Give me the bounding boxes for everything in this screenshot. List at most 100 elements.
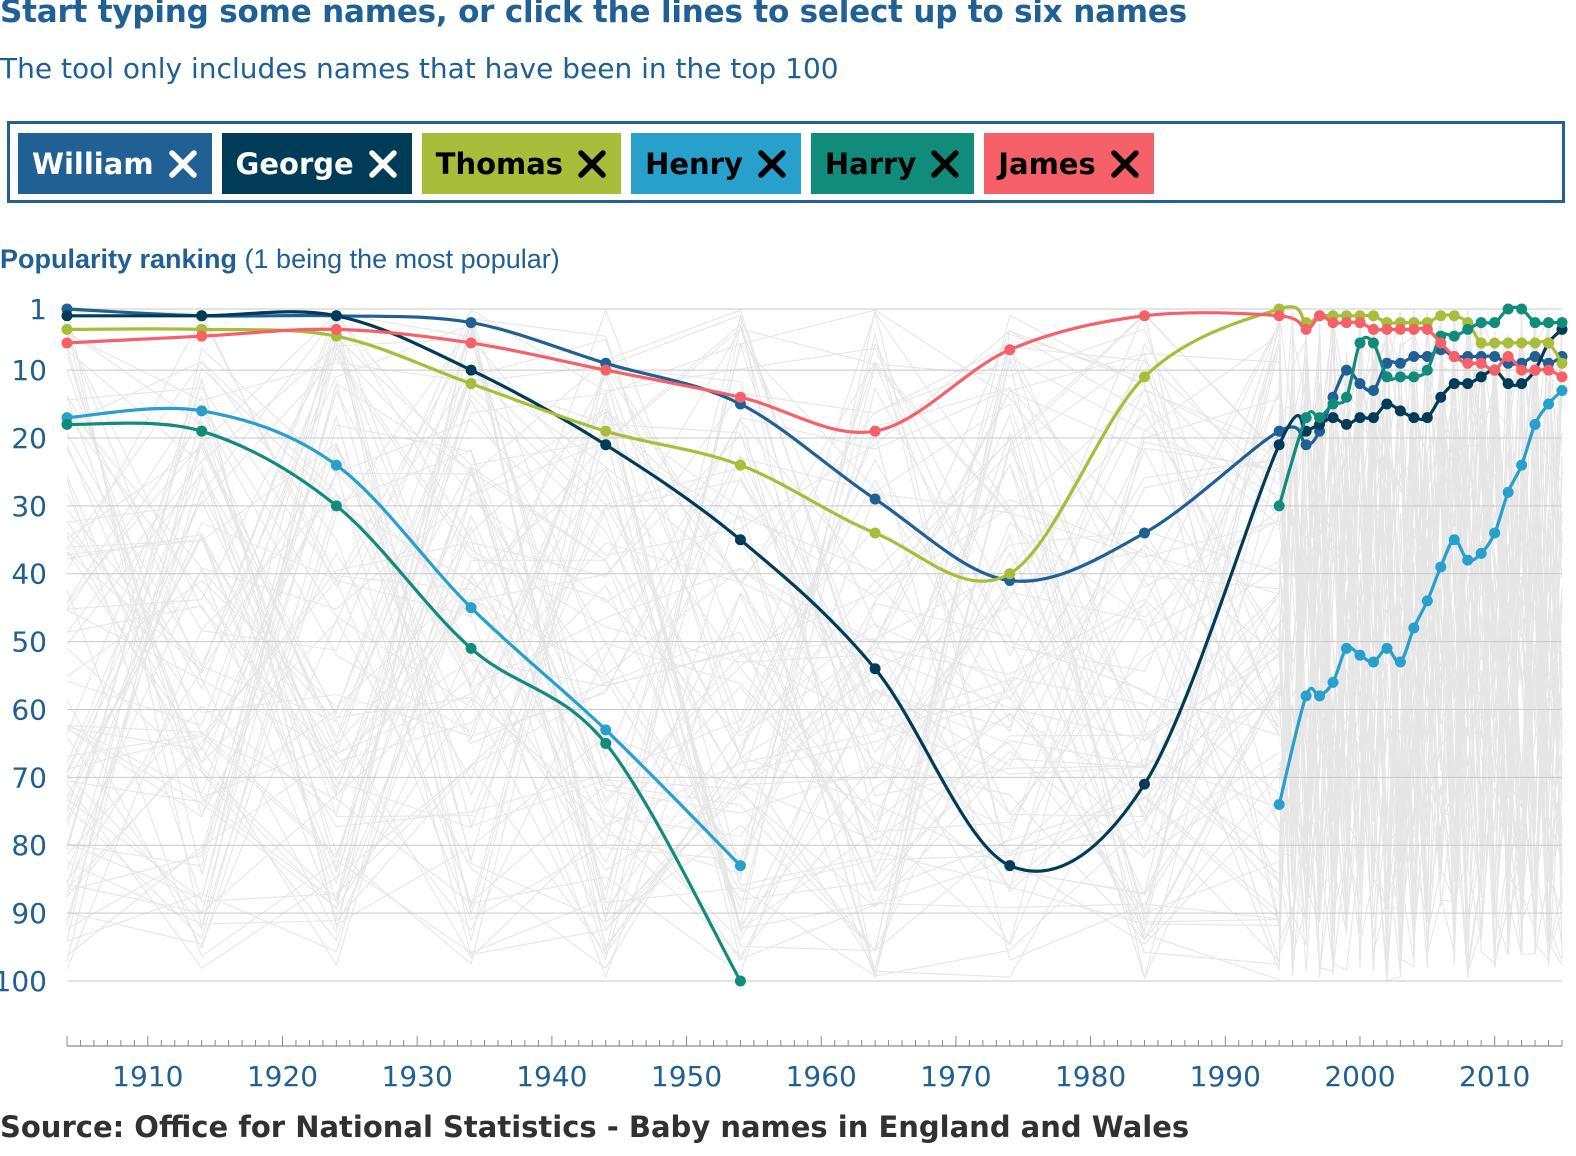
background-line [66, 602, 1280, 974]
background-line [66, 419, 1280, 932]
background-line [66, 447, 1280, 892]
data-point-james [1435, 337, 1447, 349]
background-line [66, 338, 1280, 853]
data-point-james [1341, 317, 1353, 329]
data-point-william [1408, 351, 1420, 363]
x-tick-label: 1940 [516, 1060, 587, 1093]
background-line [66, 357, 1280, 737]
name-chip-thomas[interactable]: Thomas [421, 133, 622, 194]
y-tick-label: 50 [11, 626, 47, 659]
y-tick-label: 20 [11, 422, 47, 455]
data-point-thomas [869, 527, 881, 539]
name-chip-label: Thomas [435, 146, 564, 181]
x-tick-label: 1930 [382, 1060, 453, 1093]
data-point-harry [1367, 337, 1379, 349]
data-point-thomas [1529, 337, 1541, 349]
name-selector[interactable]: William George Thomas Henry Harry James [7, 121, 1565, 203]
background-line [66, 423, 1280, 959]
data-point-george [465, 364, 477, 376]
background-line [66, 316, 1280, 951]
data-point-william [1300, 439, 1312, 451]
data-point-george [196, 310, 208, 322]
data-point-james [1462, 357, 1474, 369]
close-icon[interactable] [368, 149, 398, 179]
data-point-henry [1516, 459, 1528, 471]
background-line [1278, 324, 1563, 972]
data-point-william [1354, 378, 1366, 390]
name-chip-label: Henry [645, 146, 743, 181]
data-point-harry [734, 975, 746, 987]
data-point-henry [1327, 676, 1339, 688]
chart-title-bold: Popularity ranking [0, 244, 238, 274]
background-line [66, 322, 1280, 924]
series-henry[interactable] [61, 384, 1568, 872]
data-point-harry [1354, 337, 1366, 349]
data-point-george [1327, 412, 1339, 424]
data-point-james [1273, 310, 1285, 322]
x-tick-label: 1990 [1190, 1060, 1261, 1093]
close-icon[interactable] [1110, 149, 1140, 179]
data-point-george [1004, 860, 1016, 872]
x-tick-label: 1970 [920, 1060, 991, 1093]
data-point-thomas [1502, 337, 1514, 349]
close-icon[interactable] [168, 149, 198, 179]
data-point-george [1516, 378, 1528, 390]
data-point-james [1300, 323, 1312, 335]
data-point-harry [1462, 323, 1474, 335]
data-point-henry [1314, 690, 1326, 702]
background-line [1278, 322, 1563, 965]
name-chip-henry[interactable]: Henry [631, 133, 801, 194]
ranking-line-chart[interactable]: 1 10 20 30 40 50 60 70 80 90 100 1910 1920 1930 1940 19… [0, 280, 1576, 1110]
data-point-thomas [1435, 310, 1447, 322]
data-point-henry [1556, 384, 1568, 396]
background-line [66, 316, 1280, 861]
data-point-harry [1394, 371, 1406, 383]
data-point-james [1448, 351, 1460, 363]
data-point-george [1448, 378, 1460, 390]
y-tick-label: 10 [11, 354, 47, 387]
name-chip-label: George [235, 146, 354, 181]
name-chip-james[interactable]: James [984, 133, 1154, 194]
data-point-henry [1435, 561, 1447, 573]
data-point-george [1394, 405, 1406, 417]
data-point-henry [330, 459, 342, 471]
data-point-james [1516, 364, 1528, 376]
background-line [66, 346, 1280, 952]
background-line [66, 407, 1280, 856]
data-point-thomas [61, 323, 73, 335]
data-point-james [196, 330, 208, 342]
series-james[interactable] [61, 310, 1568, 437]
selected-names: William George Thomas Henry Harry James [18, 133, 1154, 194]
y-tick-label: 80 [11, 829, 47, 862]
close-icon[interactable] [757, 149, 787, 179]
data-point-harry [1529, 317, 1541, 329]
series-george[interactable] [61, 310, 1568, 873]
data-point-james [1004, 344, 1016, 356]
page-subtitle: The tool only includes names that have b… [0, 52, 839, 85]
data-point-harry [465, 642, 477, 654]
background-line [66, 431, 1280, 914]
background-line [66, 392, 1280, 962]
data-point-george [1273, 439, 1285, 451]
close-icon[interactable] [930, 149, 960, 179]
close-icon[interactable] [577, 149, 607, 179]
data-point-james [1543, 364, 1555, 376]
background-line [66, 311, 1280, 828]
data-point-william [465, 317, 477, 329]
data-point-george [330, 310, 342, 322]
name-chip-harry[interactable]: Harry [810, 133, 975, 194]
series-harry[interactable] [61, 303, 1568, 987]
data-point-thomas [1448, 310, 1460, 322]
y-tick-label: 70 [11, 761, 47, 794]
background-line [66, 358, 1280, 829]
data-point-harry [600, 737, 612, 749]
name-chip-william[interactable]: William [18, 133, 212, 194]
data-point-harry [1502, 303, 1514, 315]
data-point-thomas [1475, 337, 1487, 349]
background-line [66, 358, 1280, 979]
background-line [1278, 325, 1563, 978]
data-point-henry [1502, 486, 1514, 498]
data-point-james [330, 323, 342, 335]
data-point-james [1394, 323, 1406, 335]
name-chip-george[interactable]: George [221, 133, 412, 194]
